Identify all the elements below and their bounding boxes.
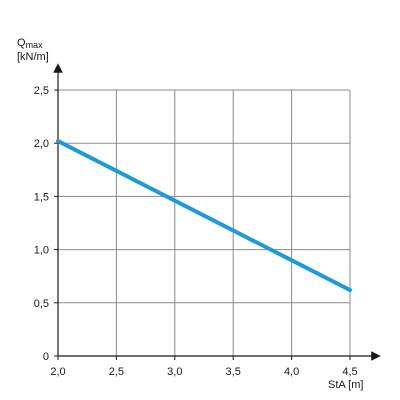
x-tick-label: 4,5 bbox=[342, 366, 357, 378]
x-tick-label: 3,5 bbox=[226, 366, 241, 378]
y-axis-title: Qmax bbox=[17, 37, 43, 50]
y-tick-label: 0 bbox=[43, 351, 49, 363]
x-tick-label: 3,0 bbox=[167, 366, 182, 378]
series bbox=[56, 139, 352, 293]
y-tick-label: 2,0 bbox=[34, 138, 49, 150]
y-tick-label: 2,5 bbox=[34, 85, 49, 97]
ticks: 2,0 2,5 3,0 3,5 4,0 4,5 0 0,5 1,0 1,5 2,0 2,5 bbox=[34, 85, 358, 378]
x-tick-label: 2,5 bbox=[109, 366, 124, 378]
series-line bbox=[56, 139, 352, 293]
grid bbox=[58, 89, 351, 356]
y-tick-label: 1,5 bbox=[34, 191, 49, 203]
x-tick-label: 4,0 bbox=[284, 366, 299, 378]
y-tick-label: 1,0 bbox=[34, 245, 49, 257]
y-tick-label: 0,5 bbox=[34, 298, 49, 310]
x-axis-title: StA [m] bbox=[328, 379, 363, 391]
x-tick-label: 2,0 bbox=[50, 366, 65, 378]
axes bbox=[53, 63, 381, 361]
y-axis-unit: [kN/m] bbox=[17, 51, 49, 63]
